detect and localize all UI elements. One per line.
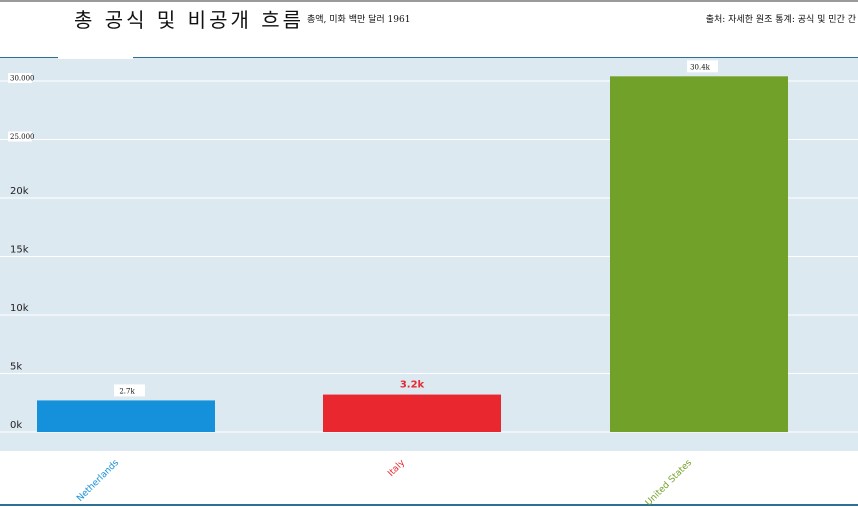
data-label-bg [114,384,145,397]
source-note: 출처: 자세한 원조 통계: 공식 및 민간 간 [705,15,856,25]
chart-subtitle: 총액, 미화 백만 달러 1961 [307,15,411,25]
x-tick-label: Netherlands [75,458,121,504]
x-tick-label: Italy [386,458,407,479]
y-tick-label: 0k [10,420,22,431]
data-label: 2.7k [119,387,135,395]
y-tick-label-bg [8,131,32,142]
data-label: 30.4k [690,63,711,71]
y-tick-label: 25.000 [10,133,35,141]
bottom-border [0,504,858,506]
data-label-bg [687,60,718,73]
y-tick-label: 5k [10,362,22,373]
header-divider [0,57,858,58]
chart-title: 총 공식 및 비공개 흐름 [74,8,305,32]
bar [37,400,215,432]
y-tick-label: 20k [10,186,29,197]
y-tick-label: 30.000 [10,75,35,83]
y-tick-label-bg [8,73,32,83]
top-border [0,0,858,2]
y-tick-label: 10k [10,303,29,314]
bar [610,76,788,432]
header-tab-marker [58,55,133,59]
x-tick-label: United States [644,458,694,507]
y-tick-label: 15k [10,245,29,256]
bar [323,394,501,432]
data-label: 3.2k [400,380,425,391]
